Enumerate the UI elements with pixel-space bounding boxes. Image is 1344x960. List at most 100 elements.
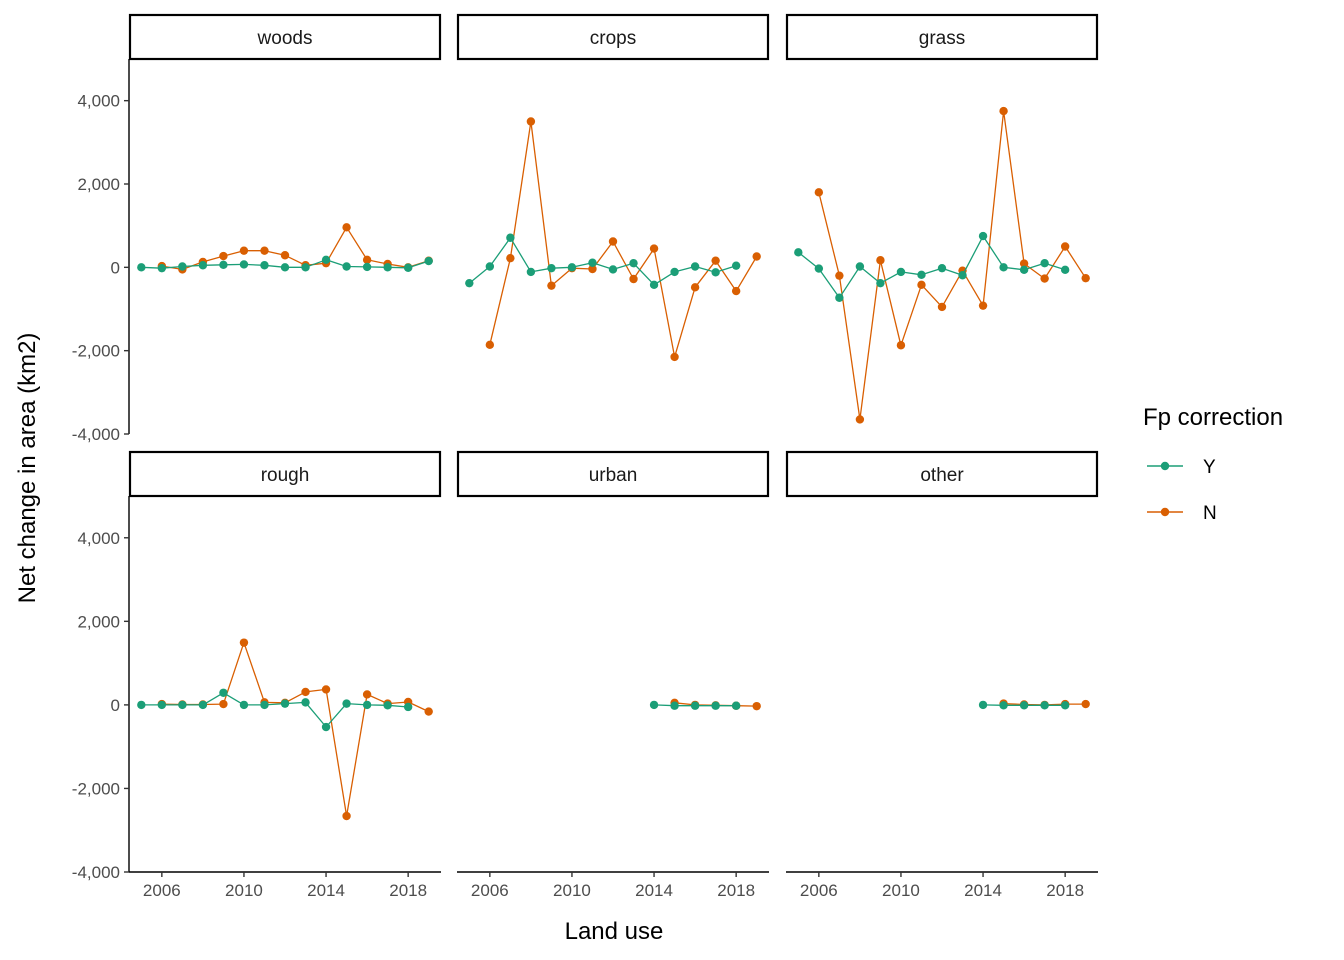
point-y-2011 (260, 700, 269, 710)
x-tick-label: 2018 (1046, 881, 1084, 900)
point-y-2013 (301, 263, 310, 272)
point-y-2012 (280, 699, 290, 708)
point-n-2008 (855, 415, 865, 424)
point-y-2014 (321, 722, 331, 732)
point-y-2013 (958, 271, 967, 280)
y-tick-label: -4,000 (72, 863, 120, 882)
point-y-2005 (794, 248, 803, 257)
point-y-2017 (1040, 258, 1049, 268)
point-y-2014 (649, 280, 659, 290)
point-y-2016 (690, 262, 700, 271)
x-tick-label: 2018 (389, 881, 427, 900)
facet-grass: grass (785, 13, 1099, 424)
point-n-2014 (978, 301, 988, 310)
point-n-2007 (506, 253, 515, 263)
legend: Fp correction Y N (1143, 404, 1283, 524)
point-n-2017 (711, 256, 720, 265)
point-n-2019 (752, 701, 761, 711)
point-n-2018 (731, 286, 741, 296)
x-tick-label: 2018 (717, 881, 755, 900)
y-axis-title: Net change in area (km2) (14, 333, 41, 604)
point-y-2015 (342, 262, 351, 271)
point-y-2010 (239, 700, 249, 710)
point-y-2009 (547, 263, 556, 273)
series-line-n (818, 110, 1087, 421)
y-tick-label: 4,000 (77, 529, 120, 548)
y-tick-label: -2,000 (72, 342, 120, 361)
point-n-2012 (937, 302, 947, 312)
facet-strip-label: rough (261, 465, 310, 486)
point-n-2012 (280, 251, 290, 260)
x-axis-title: Land use (565, 918, 664, 945)
point-y-2006 (157, 263, 167, 273)
point-n-2013 (301, 687, 310, 697)
facet-panels: woods -4,000 -2,000 0 2,000 4,000 crops grass ro… (72, 13, 1099, 900)
point-y-2009 (219, 688, 228, 697)
point-y-2009 (219, 260, 228, 270)
legend-title: Fp correction (1143, 404, 1283, 431)
point-y-2007 (835, 293, 844, 302)
point-y-2006 (485, 262, 495, 271)
point-n-2011 (917, 280, 926, 290)
facet-strip (785, 13, 1099, 61)
point-y-2008 (526, 267, 536, 277)
legend-label: N (1203, 503, 1217, 524)
point-y-2010 (567, 263, 577, 272)
legend-label: Y (1203, 457, 1216, 478)
y-tick-label: -2,000 (72, 779, 120, 798)
point-n-2015 (342, 223, 351, 232)
point-y-2011 (917, 270, 926, 280)
facet-woods: woods -4,000 -2,000 0 2,000 4,000 (72, 13, 442, 444)
point-n-2010 (896, 341, 906, 350)
point-y-2018 (731, 701, 741, 710)
point-y-2018 (731, 261, 741, 270)
facet-strip-label: woods (257, 28, 313, 49)
y-tick-label: 0 (111, 258, 120, 277)
point-y-2012 (280, 263, 290, 272)
facet-strip (456, 450, 770, 498)
point-y-2008 (198, 700, 208, 710)
point-y-2015 (999, 263, 1008, 272)
facet-rough: rough -4,000 -2,000 0 2,000 4,000 2006 2010 2014… (72, 450, 442, 900)
point-n-2006 (485, 340, 495, 350)
facet-other: other 2006 2010 2014 2018 (785, 450, 1099, 900)
point-y-2016 (690, 701, 700, 710)
point-y-2014 (649, 700, 659, 710)
point-y-2011 (588, 258, 597, 267)
point-y-2014 (978, 700, 988, 710)
y-tick-label: 2,000 (77, 612, 120, 631)
point-y-2018 (403, 263, 413, 272)
facet-strip-label: crops (590, 28, 636, 49)
point-n-2010 (239, 246, 249, 255)
point-y-2019 (424, 256, 433, 266)
point-y-2017 (711, 268, 720, 277)
facet-strip-label: other (920, 465, 964, 486)
point-y-2015 (342, 699, 351, 708)
point-y-2016 (1019, 265, 1029, 275)
x-tick-label: 2006 (471, 881, 509, 900)
y-tick-label: 2,000 (77, 175, 120, 194)
x-tick-label: 2014 (964, 881, 1002, 900)
point-n-2015 (342, 811, 351, 821)
point-y-2017 (711, 701, 720, 710)
point-n-2008 (526, 117, 536, 126)
point-y-2011 (260, 261, 269, 270)
point-y-2006 (157, 700, 167, 710)
point-n-2019 (752, 252, 761, 261)
facet-strip-label: urban (589, 465, 638, 486)
x-tick-label: 2006 (143, 881, 181, 900)
point-n-2013 (629, 274, 638, 284)
facet-strip (785, 450, 1099, 498)
series-line-n (161, 641, 429, 817)
x-tick-label: 2010 (553, 881, 591, 900)
x-tick-label: 2010 (882, 881, 920, 900)
point-y-2005 (137, 263, 146, 272)
point-y-2018 (1060, 265, 1070, 275)
point-y-2016 (1019, 701, 1029, 710)
facet-strip (456, 13, 770, 61)
point-n-2009 (876, 256, 885, 265)
point-y-2010 (239, 260, 249, 269)
point-y-2006 (814, 264, 824, 273)
point-y-2008 (855, 262, 865, 271)
point-n-2016 (1019, 259, 1029, 268)
